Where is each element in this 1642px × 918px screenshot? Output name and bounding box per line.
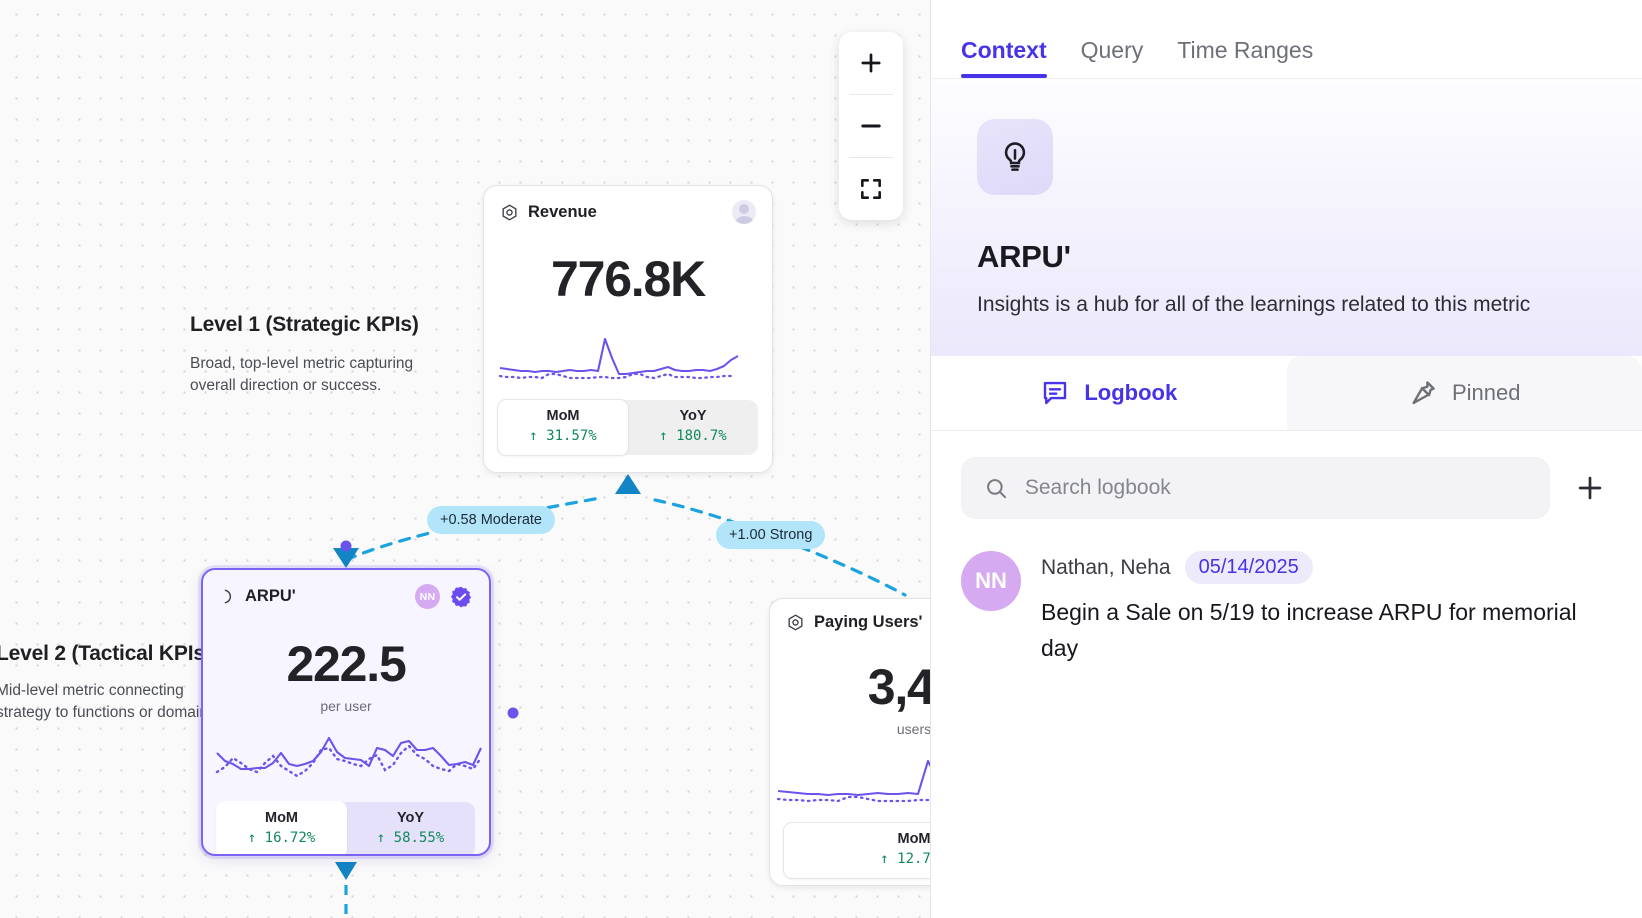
search-row [931,431,1642,519]
stat-yoy[interactable]: YoY ↑ 58.55% [346,802,475,854]
edge-label-strong[interactable]: +1.00 Strong [716,521,826,549]
stat-mom[interactable]: MoM ↑ 12.72% [783,822,930,879]
pin-icon [1412,381,1435,405]
tab-time-ranges[interactable]: Time Ranges [1177,37,1314,63]
subtab-logbook[interactable]: Logbook [931,356,1287,430]
panel-tabs: Context Query Time Ranges [931,0,1642,79]
plus-icon [861,53,881,73]
fullscreen-icon [861,179,881,199]
add-logbook-entry-button[interactable] [1568,466,1612,510]
tab-query[interactable]: Query [1080,37,1144,63]
stat-value: ↑ 58.55% [376,830,445,846]
sparkline-arpu [215,736,483,778]
metric-card-arpu[interactable]: ARPU' NN 222.5 per user MoM ↑ 16.72% [201,568,491,856]
subtab-label: Logbook [1084,380,1178,405]
search-logbook-box[interactable] [961,457,1550,519]
level-2-title: Level 2 (Tactical KPIs) [0,642,212,665]
log-entry-text: Begin a Sale on 5/19 to increase ARPU fo… [1041,599,1577,661]
card-header: Revenue [484,186,772,228]
metric-value: 3,49 [867,659,930,715]
zoom-in-button[interactable] [839,32,903,94]
verified-icon[interactable] [449,585,473,609]
stat-mom[interactable]: MoM ↑ 31.57% [497,399,629,456]
level-1-desc-line2: overall direction or success. [190,377,382,394]
panel-subtabs: Logbook Pinned [931,356,1642,431]
lightbulb-icon [1004,142,1026,171]
stats-row: MoM ↑ 16.72% YoY ↑ 58.55% [216,801,475,854]
stat-label: YoY [396,810,425,826]
stat-value: ↑ 180.7% [659,428,727,444]
ghost-avatar[interactable] [732,200,756,224]
stat-value: ↑ 16.72% [247,830,316,846]
avatar: NN [961,551,1021,611]
zoom-out-button[interactable] [839,95,903,157]
card-title: Paying Users' [814,613,923,631]
hexagon-icon [788,614,803,631]
card-title: ARPU' [245,587,296,605]
stat-label: MoM [264,810,298,826]
context-panel: Context Query Time Ranges ARPU' Insights… [930,0,1642,918]
lightbulb-icon-box [977,119,1053,195]
subtab-pinned[interactable]: Pinned [1286,356,1642,430]
card-title: Revenue [528,202,597,221]
level-1-desc-line1: Broad, top-level metric capturing [190,355,414,372]
flow-canvas[interactable]: Level 1 (Strategic KPIs) Broad, top-leve… [0,0,930,918]
divider [849,157,893,158]
avatar-nn[interactable]: NN [415,584,440,609]
search-input[interactable] [1024,476,1528,500]
list-item[interactable]: NN Nathan, Neha 05/14/2025 Begin a Sale … [931,519,1642,666]
stat-label: MoM [546,408,580,424]
subtab-label: Pinned [1451,380,1521,405]
log-date-badge: 05/14/2025 [1184,551,1313,584]
metric-unit: per user [320,698,372,714]
fit-view-button[interactable] [839,158,903,220]
search-icon [987,479,1007,499]
log-author: Nathan, Neha [1041,555,1171,579]
tab-context[interactable]: Context [961,37,1047,78]
hero-subtitle: Insights is a hub for all of the learnin… [977,293,1531,316]
level-1-title: Level 1 (Strategic KPIs) [190,313,419,336]
stat-label: MoM [897,831,930,847]
stat-value: ↑ 31.57% [529,428,597,444]
card-header: ARPU' NN [203,570,489,613]
metric-card-revenue[interactable]: Revenue 776.8K MoM ↑ 31.57% YoY ↑ 180.7% [483,185,773,473]
insights-hero: ARPU' Insights is a hub for all of the l… [931,79,1642,356]
stat-yoy[interactable]: YoY ↑ 180.7% [628,400,758,455]
sparkline-paying-users [776,759,930,803]
metric-value: 776.8K [550,251,706,307]
hexagon-icon [502,203,517,221]
metric-card-paying-users[interactable]: Paying Users' 3,49 users MoM ↑ 12.72% [769,598,930,886]
log-entry-body: Nathan, Neha 05/14/2025 Begin a Sale on … [1041,551,1581,666]
minus-icon [861,124,881,128]
metric-unit: users [896,721,930,737]
stat-value: ↑ 12.72% [880,851,930,867]
stats-row: MoM ↑ 12.72% [783,822,930,879]
sparkline-revenue [498,337,739,380]
metric-value: 222.5 [286,636,406,692]
comment-icon [1044,381,1067,405]
log-entry-meta: Nathan, Neha 05/14/2025 [1041,551,1581,584]
level-2-desc-line1: Mid-level metric connecting [0,682,184,699]
moon-icon [224,589,232,604]
divider [849,94,893,95]
card-header: Paying Users' [770,599,930,636]
stat-label: YoY [679,408,707,424]
edge-label-moderate[interactable]: +0.58 Moderate [427,506,555,534]
plus-icon [1578,476,1602,500]
zoom-controls[interactable] [839,32,903,220]
level-2-desc-line2: strategy to functions or domains. [0,704,221,721]
stat-mom[interactable]: MoM ↑ 16.72% [216,801,347,854]
hero-title: ARPU' [977,239,1071,274]
stats-row: MoM ↑ 31.57% YoY ↑ 180.7% [497,399,758,456]
